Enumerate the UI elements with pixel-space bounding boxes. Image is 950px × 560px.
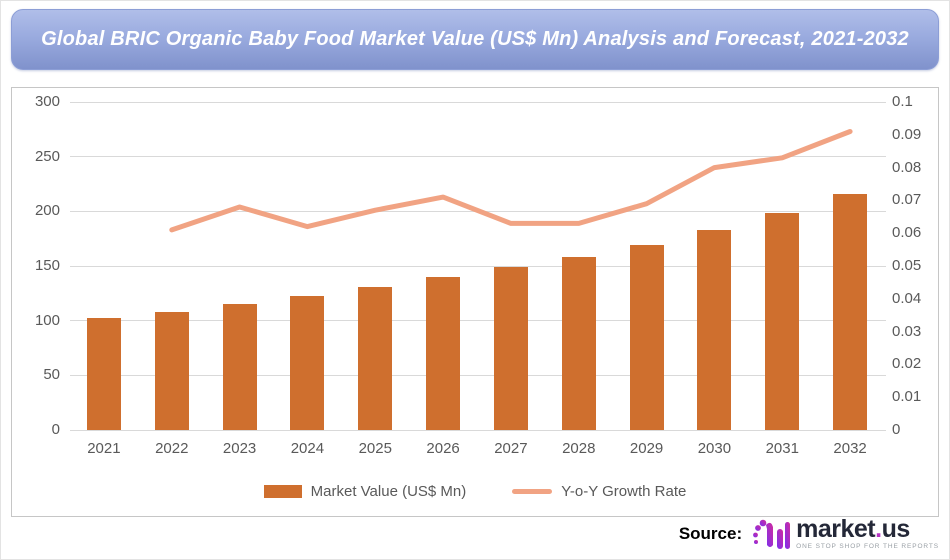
legend-item-market-value: Market Value (US$ Mn) xyxy=(263,482,467,500)
left-axis-tick: 100 xyxy=(34,311,60,329)
gridline xyxy=(70,374,886,376)
bar-2031 xyxy=(765,213,800,430)
x-tick-2024: 2024 xyxy=(290,440,325,457)
logo-text: market.us xyxy=(796,515,910,544)
x-tick-2026: 2026 xyxy=(426,440,460,457)
gridline xyxy=(70,210,886,212)
gridline xyxy=(70,156,886,158)
right-axis-tick: 0.01 xyxy=(892,388,922,406)
x-tick-2031: 2031 xyxy=(765,440,799,457)
left-axis-tick: 200 xyxy=(34,202,60,220)
market-us-wordmark: market.us ONE STOP SHOP FOR THE REPORTS xyxy=(796,517,939,551)
source-attribution: Source: market.us ONE STOP SHOP FOR THE … xyxy=(679,513,939,555)
left-axis-tick: 50 xyxy=(43,366,60,384)
left-axis-tick: 150 xyxy=(34,257,60,274)
right-axis-tick: 0.09 xyxy=(892,125,922,143)
legend-label: Y-o-Y Growth Rate xyxy=(561,482,687,500)
legend: Market Value (US$ Mn) Y-o-Y Growth Rate xyxy=(12,478,938,504)
left-axis-tick: 300 xyxy=(34,93,60,110)
right-axis-tick: 0.08 xyxy=(892,158,922,176)
x-tick-2027: 2027 xyxy=(494,440,528,457)
x-tick-2030: 2030 xyxy=(697,440,732,457)
gridline xyxy=(70,320,886,322)
bar-2030 xyxy=(697,230,732,430)
bar-2027 xyxy=(493,267,528,430)
bar-2026 xyxy=(426,276,461,430)
gridline xyxy=(70,265,886,267)
x-tick-2023: 2023 xyxy=(222,440,257,457)
bar-2022 xyxy=(154,311,189,430)
bar-swatch-icon xyxy=(263,484,302,498)
left-axis-tick: 0 xyxy=(51,421,60,438)
right-axis-tick: 0.02 xyxy=(892,355,922,373)
bar-2024 xyxy=(290,295,325,430)
x-tick-2032: 2032 xyxy=(833,440,867,457)
x-tick-2029: 2029 xyxy=(629,440,664,457)
line-swatch-icon xyxy=(512,488,553,494)
market-us-logo: market.us ONE STOP SHOP FOR THE REPORTS xyxy=(752,517,939,551)
chart-title: Global BRIC Organic Baby Food Market Val… xyxy=(41,28,909,50)
x-tick-2025: 2025 xyxy=(358,440,392,457)
source-label: Source: xyxy=(678,524,743,543)
right-axis-tick: 0.05 xyxy=(892,257,922,274)
chart-area: 300 250 200 150 100 50 0 0.1 0.09 0.08 0.07 0.06 0.… xyxy=(11,87,939,517)
market-us-wave-icon xyxy=(753,519,791,549)
left-axis-tick: 250 xyxy=(34,147,60,165)
gridline xyxy=(70,429,886,431)
right-axis-tick: 0.1 xyxy=(892,93,913,110)
logo-tagline: ONE STOP SHOP FOR THE REPORTS xyxy=(796,543,939,551)
gridline xyxy=(70,101,886,103)
right-axis-tick: 0 xyxy=(892,421,901,438)
bar-2025 xyxy=(358,286,393,430)
bar-2023 xyxy=(222,303,257,430)
right-axis-tick: 0.06 xyxy=(892,224,922,242)
bar-2021 xyxy=(86,318,121,430)
right-axis-tick: 0.04 xyxy=(892,289,922,307)
bar-2032 xyxy=(833,193,868,430)
x-tick-2022: 2022 xyxy=(155,440,189,457)
bar-2028 xyxy=(561,256,596,430)
legend-label: Market Value (US$ Mn) xyxy=(310,482,467,500)
right-axis-tick: 0.03 xyxy=(892,322,922,340)
chart-title-banner: Global BRIC Organic Baby Food Market Val… xyxy=(11,9,939,70)
x-tick-2021: 2021 xyxy=(87,440,121,457)
legend-item-growth-rate: Y-o-Y Growth Rate xyxy=(512,483,686,500)
x-tick-2028: 2028 xyxy=(562,440,596,457)
right-axis-tick: 0.07 xyxy=(892,191,922,209)
bar-2029 xyxy=(629,244,664,430)
